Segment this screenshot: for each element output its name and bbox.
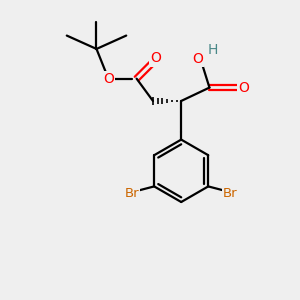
Text: Br: Br [223,187,238,200]
Text: O: O [238,81,249,94]
Text: O: O [192,52,203,66]
Text: O: O [103,72,114,86]
Text: Br: Br [124,187,139,200]
Text: O: O [151,52,161,65]
Text: H: H [207,44,218,57]
